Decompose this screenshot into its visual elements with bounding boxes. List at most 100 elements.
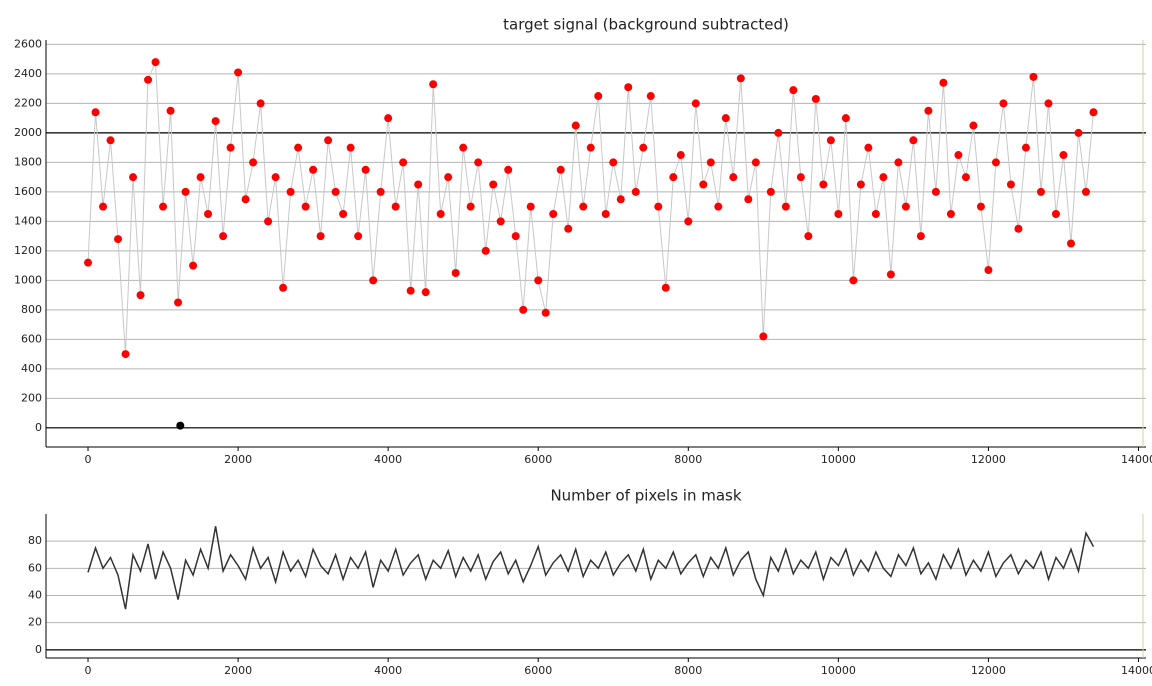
data-point — [1014, 224, 1023, 233]
data-point — [931, 187, 940, 196]
data-point — [1044, 99, 1053, 108]
chart-title: target signal (background subtracted) — [503, 16, 789, 34]
data-point — [91, 108, 100, 117]
data-point — [504, 165, 513, 174]
data-point — [361, 165, 370, 174]
data-point — [211, 117, 220, 126]
data-point — [114, 235, 123, 244]
data-point — [976, 202, 985, 211]
series-line — [87, 526, 1095, 610]
data-point — [421, 288, 430, 297]
data-point — [331, 187, 340, 196]
x-tick-label: 0 — [85, 664, 92, 677]
data-point — [819, 180, 828, 189]
x-tick-label: 10000 — [821, 664, 856, 677]
data-point — [571, 121, 580, 130]
data-point — [519, 305, 528, 314]
data-point — [706, 158, 715, 167]
data-point — [534, 276, 543, 285]
data-point — [744, 195, 753, 204]
data-point — [849, 276, 858, 285]
data-point — [639, 143, 648, 152]
data-point — [256, 99, 265, 108]
data-point — [714, 202, 723, 211]
y-tick-label: 2200 — [14, 96, 42, 109]
y-tick-label: 40 — [28, 589, 42, 602]
data-point — [436, 210, 445, 219]
data-point — [916, 232, 925, 241]
data-point — [234, 68, 243, 77]
y-tick-label: 1800 — [14, 155, 42, 168]
data-point — [579, 202, 588, 211]
data-point — [879, 173, 888, 182]
data-point — [549, 210, 558, 219]
data-point — [196, 173, 205, 182]
data-point — [1074, 128, 1083, 137]
x-tick-label: 4000 — [374, 664, 402, 677]
data-point — [294, 143, 303, 152]
data-point — [826, 136, 835, 145]
data-point — [961, 173, 970, 182]
data-point — [174, 298, 183, 307]
data-point — [369, 276, 378, 285]
data-point — [496, 217, 505, 226]
data-point — [129, 173, 138, 182]
data-point — [691, 99, 700, 108]
data-point — [219, 232, 228, 241]
y-tick-label: 1200 — [14, 244, 42, 257]
data-point — [166, 106, 175, 115]
data-point — [384, 114, 393, 123]
data-point — [376, 187, 385, 196]
data-point — [406, 286, 415, 295]
x-tick-label: 14000 — [1121, 664, 1152, 677]
x-tick-label: 2000 — [224, 664, 252, 677]
data-point — [796, 173, 805, 182]
x-tick-label: 8000 — [674, 664, 702, 677]
data-point — [811, 94, 820, 103]
data-point — [924, 106, 933, 115]
data-point — [586, 143, 595, 152]
data-point — [864, 143, 873, 152]
x-tick-label: 6000 — [524, 664, 552, 677]
chart-title: Number of pixels in mask — [550, 487, 741, 505]
y-tick-label: 400 — [21, 362, 42, 375]
data-point — [901, 202, 910, 211]
outlier-point — [176, 421, 185, 430]
data-point — [601, 210, 610, 219]
y-tick-label: 20 — [28, 616, 42, 629]
data-point — [774, 128, 783, 137]
data-point — [159, 202, 168, 211]
data-point — [121, 350, 130, 359]
data-point — [894, 158, 903, 167]
data-point — [1059, 151, 1068, 160]
data-point — [766, 187, 775, 196]
x-tick-label: 0 — [85, 453, 92, 466]
x-tick-label: 14000 — [1121, 453, 1152, 466]
data-point — [271, 173, 280, 182]
y-tick-label: 600 — [21, 332, 42, 345]
data-point — [309, 165, 318, 174]
data-point — [316, 232, 325, 241]
data-point — [751, 158, 760, 167]
data-point — [151, 58, 160, 67]
data-point — [324, 136, 333, 145]
data-point — [526, 202, 535, 211]
data-point — [736, 74, 745, 83]
y-tick-label: 60 — [28, 561, 42, 574]
x-tick-label: 12000 — [971, 664, 1006, 677]
data-point — [511, 232, 520, 241]
y-tick-label: 0 — [35, 421, 42, 434]
data-point — [481, 246, 490, 255]
data-point — [616, 195, 625, 204]
data-point — [1029, 72, 1038, 81]
data-point — [279, 283, 288, 292]
y-tick-label: 200 — [21, 391, 42, 404]
data-point — [489, 180, 498, 189]
data-point — [204, 210, 213, 219]
data-point — [286, 187, 295, 196]
y-tick-label: 800 — [21, 303, 42, 316]
data-point — [856, 180, 865, 189]
data-point — [954, 151, 963, 160]
